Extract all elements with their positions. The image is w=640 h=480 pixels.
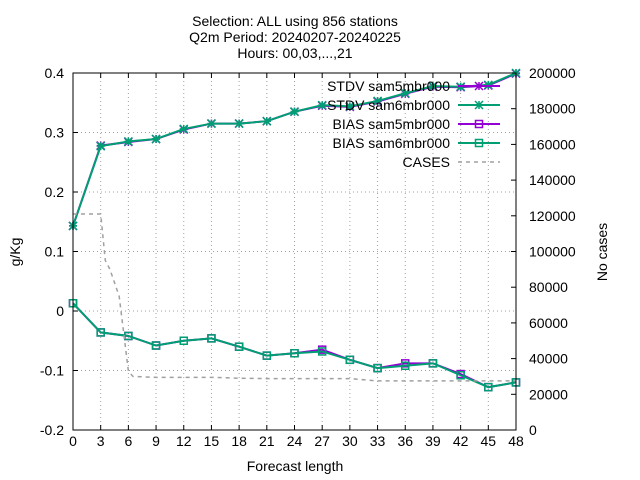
y2-tick-label: 140000 (529, 172, 576, 188)
data-point (290, 348, 299, 358)
y2-tick-label: 100000 (529, 244, 576, 260)
legend-label: CASES (403, 154, 450, 170)
data-point (262, 351, 272, 360)
legend-label: STDV sam5mbr000 (327, 78, 450, 94)
y2-tick-label: 160000 (529, 136, 576, 152)
x-tick-label: 42 (453, 433, 469, 449)
data-point (484, 382, 493, 392)
data-point (179, 336, 188, 345)
y-tick-label: -0.1 (40, 363, 64, 379)
x-tick-label: 48 (508, 433, 524, 449)
x-tick-label: 0 (69, 433, 77, 449)
legend-label: STDV sam6mbr000 (327, 97, 450, 113)
series-3 (68, 299, 521, 392)
data-point (96, 328, 105, 337)
x-tick-label: 15 (204, 433, 220, 449)
y2-tick-label: 20000 (529, 386, 568, 402)
data-point (428, 81, 438, 91)
y2-axis-label: No cases (594, 223, 610, 281)
legend-entry: STDV sam5mbr000 (327, 78, 500, 94)
data-point (345, 101, 355, 111)
data-point (234, 119, 244, 129)
x-tick-label: 30 (342, 433, 358, 449)
legend-label: BIAS sam6mbr000 (333, 135, 451, 151)
title-line-1: Selection: ALL using 856 stations (192, 13, 398, 29)
y-tick-label: 0.1 (45, 244, 65, 260)
data-point (289, 107, 300, 117)
data-point (428, 359, 438, 368)
x-tick-label: 3 (97, 433, 105, 449)
data-point (96, 141, 106, 151)
x-tick-label: 6 (124, 433, 132, 449)
legend-marker (474, 138, 484, 148)
x-tick-label: 9 (152, 433, 160, 449)
x-tick-label: 36 (397, 433, 413, 449)
data-point (373, 363, 382, 373)
data-point (373, 96, 383, 106)
data-point (179, 124, 189, 134)
x-tick-label: 33 (370, 433, 386, 449)
ticks (72, 72, 517, 431)
y2-tick-label: 60000 (529, 315, 568, 331)
legend-entry: BIAS sam6mbr000 (333, 135, 500, 151)
y-axis-label: g/Kg (7, 238, 23, 267)
legend-entry: BIAS sam5mbr000 (333, 116, 500, 132)
data-point (151, 134, 161, 144)
title-line-2: Q2m Period: 20240207-20240225 (189, 29, 401, 45)
legend-entry: CASES (403, 154, 500, 170)
data-point (206, 119, 216, 129)
data-point (401, 361, 410, 370)
x-tick-label: 21 (259, 433, 275, 449)
legend-marker (474, 100, 484, 110)
x-tick-label: 45 (481, 433, 497, 449)
x-tick-label: 24 (287, 433, 303, 449)
title-line-3: Hours: 00,03,...,21 (237, 45, 352, 61)
y2-tick-label: 200000 (529, 65, 576, 81)
x-tick-label: 12 (176, 433, 192, 449)
data-point (262, 116, 272, 126)
y2-tick-label: 0 (529, 422, 537, 438)
legend-marker (474, 119, 484, 129)
y2-tick-label: 180000 (529, 101, 576, 117)
series-4 (73, 213, 516, 382)
data-point (234, 342, 244, 351)
legend-label: BIAS sam5mbr000 (333, 116, 451, 132)
data-point (317, 347, 327, 356)
y-tick-label: 0 (56, 303, 64, 319)
data-point (151, 341, 161, 350)
x-tick-label: 39 (425, 433, 441, 449)
legend-entry: STDV sam6mbr000 (327, 97, 500, 113)
data-point (317, 100, 327, 110)
y-tick-label: -0.2 (40, 422, 64, 438)
data-point (207, 334, 216, 343)
series-line (72, 302, 517, 389)
x-tick-label: 18 (231, 433, 247, 449)
y-tick-label: 0.2 (45, 184, 65, 200)
data-point (483, 80, 493, 90)
data-point (345, 355, 355, 365)
series-line (73, 213, 516, 382)
data-point (124, 331, 133, 341)
y-tick-label: 0.4 (45, 65, 65, 81)
legend-marker (474, 81, 484, 91)
x-tick-label: 27 (314, 433, 330, 449)
y-tick-label: 0.3 (45, 125, 65, 141)
y2-tick-label: 120000 (529, 208, 576, 224)
y2-tick-label: 80000 (529, 279, 568, 295)
chart-title: Selection: ALL using 856 stations Q2m Pe… (189, 13, 401, 61)
x-axis-label: Forecast length (247, 458, 344, 474)
y2-tick-label: 40000 (529, 351, 568, 367)
legend: STDV sam5mbr000 STDV sam6mbr000 BIAS sam5m… (327, 78, 500, 170)
data-point (456, 371, 465, 380)
data-point (123, 136, 133, 146)
tick-labels: 0 3 6 9 12 15 18 21 24 27 30 33 36 39 42 45 48-0.2-0.100… (40, 65, 576, 449)
data-point (400, 88, 410, 98)
